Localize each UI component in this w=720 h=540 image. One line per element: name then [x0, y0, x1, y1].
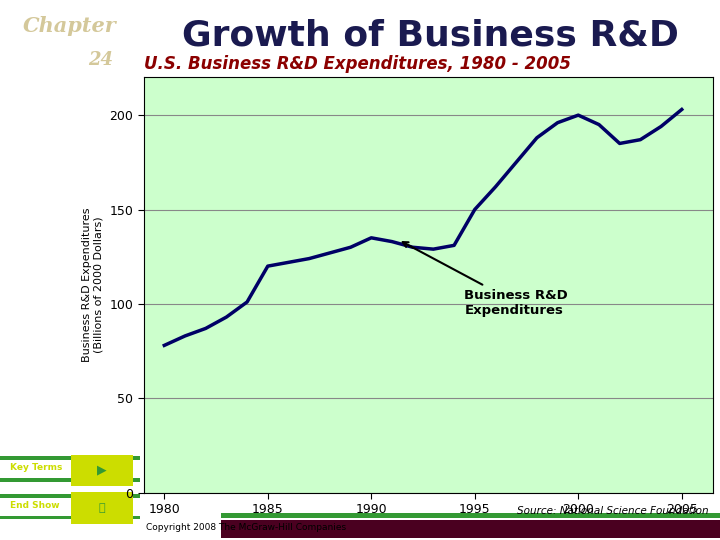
- Text: R&D Amount: R&D Amount: [10, 193, 65, 202]
- Text: U.S. Business R&D Expenditures, 1980 - 2005: U.S. Business R&D Expenditures, 1980 - 2…: [143, 55, 571, 73]
- Bar: [0, 478, 140, 482]
- Text: Chapter: Chapter: [23, 16, 117, 36]
- Text: Structure: Structure: [10, 307, 51, 316]
- Text: Theory: Theory: [10, 336, 40, 345]
- Text: Innovation-: Innovation-: [10, 93, 60, 102]
- Text: Imitation and: Imitation and: [10, 235, 68, 245]
- Text: Business R&D: Business R&D: [10, 279, 69, 288]
- Text: Profits: Profits: [10, 221, 39, 231]
- Text: Entrepreneurs: Entrepreneurs: [10, 164, 72, 173]
- Text: Key Terms: Key Terms: [10, 463, 62, 472]
- Text: Growth of: Growth of: [10, 265, 53, 273]
- Text: 24: 24: [89, 51, 113, 69]
- Bar: [221, 513, 720, 518]
- Text: Expenditures: Expenditures: [10, 136, 67, 145]
- Text: Source: National Science Foundation: Source: National Science Foundation: [517, 505, 708, 516]
- Text: Increased: Increased: [10, 207, 53, 216]
- Text: ⏭: ⏭: [99, 503, 106, 513]
- Bar: [0, 494, 140, 498]
- Bar: [0, 456, 140, 460]
- Text: Inverted-U: Inverted-U: [10, 322, 56, 330]
- Text: Technological: Technological: [10, 350, 69, 359]
- Y-axis label: Business R&D Expenditures
(Billions of 2000 Dollars): Business R&D Expenditures (Billions of 2…: [82, 208, 104, 362]
- Text: R&D: R&D: [10, 122, 29, 130]
- X-axis label: Year: Year: [409, 522, 447, 537]
- Text: End Show: End Show: [10, 501, 60, 510]
- Text: Firm's Optimal: Firm's Optimal: [10, 178, 73, 187]
- Text: 24-14: 24-14: [55, 520, 85, 530]
- Text: Efficiency: Efficiency: [10, 379, 52, 388]
- Text: Advance and: Advance and: [10, 364, 66, 374]
- Text: Diffusion: Diffusion: [10, 107, 49, 116]
- Bar: [0, 516, 140, 519]
- FancyBboxPatch shape: [71, 492, 133, 524]
- Bar: [221, 520, 720, 538]
- Text: Role of: Role of: [10, 150, 40, 159]
- Text: ▶: ▶: [97, 464, 107, 477]
- Text: Last Word: Last Word: [10, 393, 53, 402]
- Text: R&D Incentives: R&D Incentives: [10, 250, 76, 259]
- FancyBboxPatch shape: [71, 455, 133, 486]
- Text: Copyright 2008 The McGraw-Hill Companies: Copyright 2008 The McGraw-Hill Companies: [145, 523, 346, 532]
- Text: Growth of Business R&D: Growth of Business R&D: [181, 19, 678, 53]
- Text: Invention-: Invention-: [10, 78, 54, 87]
- Text: Role of Market: Role of Market: [10, 293, 73, 302]
- Text: Business R&D
Expenditures: Business R&D Expenditures: [402, 242, 568, 317]
